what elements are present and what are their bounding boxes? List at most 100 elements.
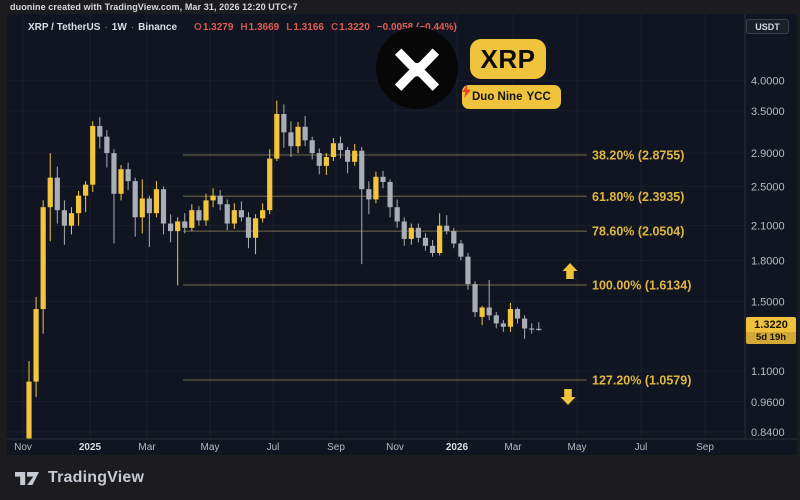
attribution-text: duonine created with TradingView.com, Ma…	[10, 2, 298, 12]
candle-up	[118, 165, 124, 201]
candle-down	[111, 149, 117, 244]
down-arrow-icon	[560, 388, 576, 405]
price-tick-label: 1.5000	[751, 296, 785, 308]
candle-up	[175, 217, 181, 286]
chart-panel: 38.20% (2.8755) 61.80% (2.3935) 78.60% (2.…	[7, 14, 797, 455]
time-tick-month: Mar	[504, 442, 522, 453]
candle-up	[189, 204, 195, 232]
currency-button[interactable]: USDT	[746, 19, 789, 34]
candle-down	[224, 199, 230, 231]
candle-up	[330, 138, 337, 161]
fib-retracement-lines[interactable]	[183, 154, 587, 381]
candle-up	[90, 121, 96, 192]
candle-down	[104, 130, 110, 168]
candle-up	[323, 153, 329, 176]
candle-down	[302, 115, 308, 147]
time-tick-year: 2026	[446, 442, 469, 453]
candle-down	[337, 136, 344, 159]
current-price-label: 1.3220 5d 19h	[746, 316, 796, 344]
channel-name-left: Duo Nine	[472, 91, 523, 103]
time-tick-month: Jul	[635, 442, 648, 453]
candle-down	[309, 136, 315, 160]
ohlc-value: 1.3669	[248, 22, 280, 33]
candle-down	[522, 315, 528, 339]
candle-down	[182, 213, 188, 234]
candle-down	[359, 146, 365, 265]
lightning-icon	[462, 85, 471, 98]
candle-down	[238, 201, 244, 222]
candle-down	[451, 227, 457, 249]
fib-level-label: 61.80% (2.3935)	[592, 190, 684, 204]
channel-badge: Duo Nine YCC	[462, 85, 561, 109]
ohlc-key: C	[330, 22, 339, 33]
candle-down	[514, 307, 521, 324]
tradingview-logo-icon[interactable]	[14, 468, 40, 488]
fib-level-label: 78.60% (2.0504)	[592, 225, 684, 239]
time-tick-month: Sep	[696, 442, 714, 453]
candle-up	[408, 223, 414, 245]
time-tick-month: Nov	[386, 442, 404, 453]
candle-up	[83, 181, 89, 213]
ohlc-key: O	[194, 22, 202, 33]
fib-level-labels: 38.20% (2.8755) 61.80% (2.3935) 78.60% (2.…	[592, 148, 691, 387]
time-tick-month: Sep	[327, 442, 345, 453]
candle-down	[486, 279, 492, 321]
candle-down	[366, 181, 372, 215]
last-price-value: 1.3220	[754, 318, 788, 331]
candle-down	[422, 233, 429, 251]
price-tick-label: 1.1000	[751, 366, 785, 378]
exchange-label: Binance	[138, 22, 178, 33]
candle-down	[245, 212, 252, 249]
candlestick-chart[interactable]: 38.20% (2.8755) 61.80% (2.3935) 78.60% (2.…	[7, 14, 797, 455]
time-tick-month: May	[568, 442, 587, 453]
candle-up	[267, 149, 273, 215]
candle-down	[160, 186, 167, 235]
candle-down	[429, 240, 436, 257]
price-axis[interactable]: 4.0000 3.5000 2.9000 2.5000 2.1000 1.8000 1.50…	[751, 76, 785, 439]
footer-bar: TradingView	[0, 455, 800, 500]
time-tick-month: Nov	[14, 442, 32, 453]
channel-name-right: YCC	[526, 91, 551, 103]
price-tick-label: 4.0000	[751, 76, 785, 88]
ohlc-key: H	[240, 22, 248, 33]
candle-up	[33, 296, 39, 398]
candle-down	[146, 195, 152, 248]
up-arrow-icon	[562, 262, 578, 279]
time-axis[interactable]: Nov 2025 Mar May Jul Sep Nov 2026 Mar May Jul Sep	[14, 442, 714, 453]
tradingview-wordmark[interactable]: TradingView	[48, 468, 145, 486]
candle-down	[472, 281, 478, 317]
candle-down	[394, 199, 400, 228]
price-tick-label: 2.5000	[751, 181, 785, 193]
fib-level-label: 38.20% (2.8755)	[592, 148, 684, 162]
candle-down	[401, 217, 407, 246]
time-tick-year: 2025	[79, 442, 102, 453]
price-tick-label: 3.5000	[751, 106, 785, 118]
legend-separator: ·	[130, 22, 135, 33]
ticker-badge: XRP	[470, 39, 546, 79]
candle-up	[373, 171, 379, 204]
candle-down	[536, 322, 542, 331]
candle-down	[196, 206, 202, 226]
fib-level-label: 127.20% (1.0579)	[592, 373, 691, 387]
candle-up	[68, 207, 75, 235]
xrp-logo-icon	[376, 27, 458, 109]
candle-up	[352, 143, 358, 166]
candle-up	[26, 361, 32, 439]
candle-up	[47, 153, 53, 242]
candle-down	[444, 215, 450, 235]
candle-down	[345, 146, 351, 174]
candle-up	[295, 121, 301, 154]
candle-down	[168, 214, 174, 243]
price-tick-label: 0.8400	[751, 427, 785, 439]
candle-down	[415, 223, 421, 243]
ohlc-value: 1.3220	[339, 22, 370, 33]
interval-label: 1W	[111, 22, 127, 33]
candle-up	[40, 200, 46, 334]
candle-down	[132, 177, 138, 237]
candle-down	[458, 240, 464, 261]
candle-down	[380, 170, 386, 189]
ohlc-key: L	[286, 22, 293, 33]
candle-down	[125, 162, 131, 191]
candle-up	[75, 191, 82, 226]
